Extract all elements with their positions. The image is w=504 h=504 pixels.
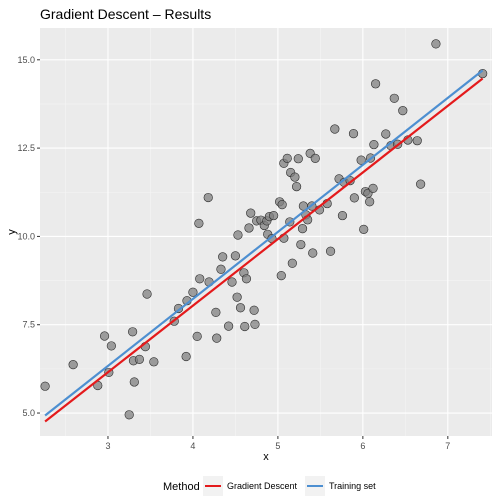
data-point [212, 333, 222, 343]
data-point [371, 79, 381, 89]
data-point [181, 351, 191, 362]
data-point [134, 354, 145, 364]
data-point [365, 197, 375, 207]
data-point [142, 289, 152, 299]
data-point [277, 200, 287, 210]
x-axis-title: x [263, 451, 269, 463]
y-tick-label: 5.0 [22, 408, 35, 418]
data-point [325, 246, 336, 256]
data-point [412, 136, 422, 146]
data-point [246, 208, 256, 218]
data-point [192, 331, 202, 341]
chart-title: Gradient Descent – Results [40, 6, 211, 22]
data-point [230, 251, 241, 261]
data-point [218, 252, 228, 262]
data-point [241, 274, 252, 284]
data-point [349, 193, 359, 203]
data-point [250, 319, 260, 329]
data-point [356, 155, 366, 165]
data-point [224, 321, 234, 331]
x-tick-label: 3 [105, 441, 110, 451]
legend: Method Gradient Descent Training set [163, 476, 376, 496]
fit-lines [44, 69, 484, 423]
y-axis-title: y [6, 229, 18, 235]
data-point [232, 292, 242, 302]
data-point [337, 210, 348, 221]
data-point [106, 341, 116, 351]
line-gradient-descent [44, 77, 484, 423]
data-point [129, 377, 139, 387]
data-point [276, 271, 286, 281]
x-tick-label: 5 [275, 441, 280, 451]
y-tick-label: 12.5 [17, 143, 35, 153]
x-tick-label: 4 [190, 441, 195, 451]
data-point [296, 239, 306, 250]
data-point [269, 210, 279, 221]
data-point [203, 192, 213, 203]
y-axis: 5.0 7.5 10.0 12.5 15.0 [17, 55, 40, 418]
data-point [389, 93, 399, 103]
data-point [235, 303, 246, 313]
data-point [249, 305, 259, 315]
data-point [308, 248, 318, 258]
data-point [297, 224, 308, 234]
data-point [369, 139, 379, 150]
data-point [368, 183, 378, 193]
legend-label-gradient-descent: Gradient Descent [227, 481, 298, 491]
data-point [398, 106, 408, 116]
data-point [240, 321, 250, 332]
data-point [99, 331, 110, 341]
data-point [431, 39, 441, 49]
data-point [244, 223, 254, 233]
data-point [291, 182, 302, 192]
legend-title: Method [163, 481, 200, 493]
legend-label-training-set: Training set [329, 481, 376, 491]
data-point [124, 410, 134, 420]
data-point [282, 153, 292, 163]
data-point [195, 274, 205, 284]
data-point [293, 154, 303, 164]
data-point [216, 264, 226, 274]
data-point [310, 153, 320, 163]
x-axis: 3 4 5 6 7 [105, 436, 450, 451]
data-point [233, 230, 243, 240]
y-tick-label: 15.0 [17, 55, 35, 65]
data-point [290, 172, 300, 182]
data-point [211, 307, 221, 317]
data-point [416, 179, 426, 189]
line-training-set [44, 69, 484, 417]
data-point [287, 258, 297, 268]
data-point [128, 327, 138, 337]
data-point [227, 277, 237, 287]
data-point [359, 224, 369, 234]
data-point [149, 357, 159, 367]
data-point [381, 129, 391, 139]
data-point [330, 124, 340, 134]
data-point [68, 360, 78, 370]
y-tick-label: 10.0 [17, 231, 35, 241]
x-tick-label: 6 [360, 441, 365, 451]
x-tick-label: 7 [445, 441, 450, 451]
y-tick-label: 7.5 [22, 320, 35, 330]
data-point [40, 381, 50, 391]
data-point [348, 129, 359, 139]
data-point [194, 218, 204, 228]
data-point [188, 287, 198, 297]
